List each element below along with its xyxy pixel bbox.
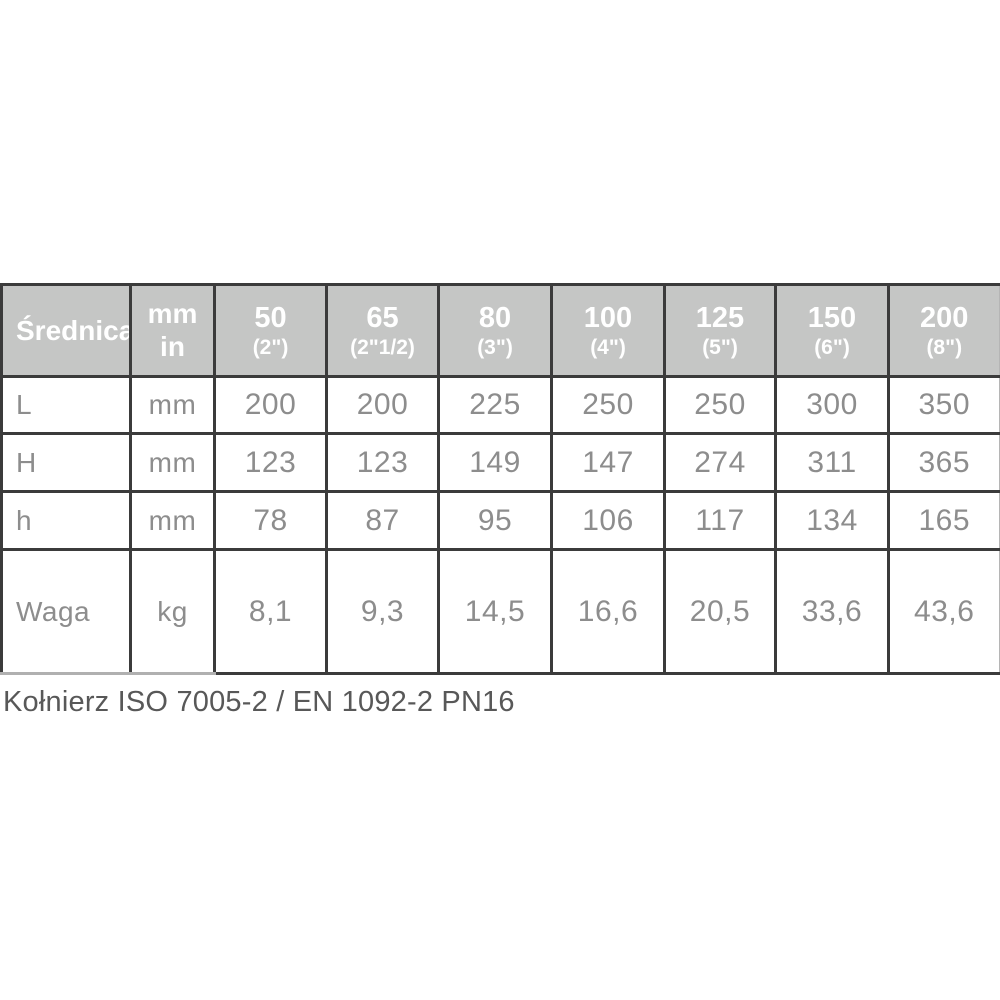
value-cell: 106 (550, 490, 666, 551)
units-header-cell: mm in (129, 283, 216, 378)
value-cell: 16,6 (550, 548, 666, 675)
size-inches-label: (4") (590, 336, 626, 360)
value-cell: 117 (663, 490, 777, 551)
size-inches-label: (5") (702, 336, 738, 360)
column-header-65: 65 (2"1/2) (325, 283, 440, 378)
unit-cell: mm (129, 490, 216, 551)
unit-cell: mm (129, 375, 216, 435)
size-inches-label: (6") (814, 336, 850, 360)
column-header-100: 100 (4") (550, 283, 666, 378)
table-row-h: h mm 78 87 95 106 117 134 165 (0, 490, 1000, 551)
row-label-cell: Waga (0, 548, 132, 675)
unit-mm-label: mm (147, 298, 198, 330)
size-inches-label: (3") (477, 336, 513, 360)
flange-standard-note: Kołnierz ISO 7005-2 / EN 1092-2 PN16 (3, 686, 515, 718)
value-cell: 123 (213, 432, 328, 493)
row-label-cell: L (0, 375, 132, 435)
column-header-150: 150 (6") (774, 283, 890, 378)
value-cell: 250 (550, 375, 666, 435)
table-header-row: Średnica mm in 50 (2") 65 (2"1/2) 80 (0, 283, 1000, 378)
value-cell: 250 (663, 375, 777, 435)
value-cell: 147 (550, 432, 666, 493)
size-inches-label: (8") (926, 336, 963, 360)
column-header-125: 125 (5") (663, 283, 777, 378)
value-cell: 78 (213, 490, 328, 551)
dimensions-table: Średnica mm in 50 (2") 65 (2"1/2) 80 (0, 283, 1000, 675)
column-header-200: 200 (8") (887, 283, 1000, 378)
size-inches-label: (2") (252, 336, 289, 360)
value-cell: 300 (774, 375, 890, 435)
table-row-L: L mm 200 200 225 250 250 300 350 (0, 375, 1000, 435)
value-cell: 9,3 (325, 548, 440, 675)
value-cell: 123 (325, 432, 440, 493)
size-label: 200 (920, 301, 969, 334)
value-cell: 43,6 (887, 548, 1000, 675)
size-label: 65 (366, 301, 399, 334)
size-label: 80 (478, 301, 512, 334)
spec-table-section: Średnica mm in 50 (2") 65 (2"1/2) 80 (0, 283, 1000, 719)
value-cell: 87 (325, 490, 440, 551)
value-cell: 225 (437, 375, 553, 435)
column-header-80: 80 (3") (437, 283, 553, 378)
value-cell: 365 (887, 432, 1000, 493)
value-cell: 200 (325, 375, 440, 435)
size-label: 125 (695, 301, 745, 334)
value-cell: 274 (663, 432, 777, 493)
value-cell: 8,1 (213, 548, 328, 675)
size-inches-label: (2"1/2) (350, 336, 415, 360)
size-label: 50 (254, 301, 287, 334)
unit-cell: kg (129, 548, 216, 675)
unit-cell: mm (129, 432, 216, 493)
table-row-waga: Waga kg 8,1 9,3 14,5 16,6 20,5 33,6 43,6 (0, 548, 1000, 675)
row-label-cell: H (0, 432, 132, 493)
value-cell: 14,5 (437, 548, 553, 675)
column-header-50: 50 (2") (213, 283, 328, 378)
unit-in-label: in (160, 330, 185, 362)
size-label: 100 (583, 301, 633, 334)
value-cell: 134 (774, 490, 890, 551)
value-cell: 311 (774, 432, 890, 493)
row-label-cell: h (0, 490, 132, 551)
value-cell: 95 (437, 490, 553, 551)
value-cell: 200 (213, 375, 328, 435)
size-label: 150 (807, 301, 857, 334)
table-row-H: H mm 123 123 149 147 274 311 365 (0, 432, 1000, 493)
value-cell: 33,6 (774, 548, 890, 675)
value-cell: 350 (887, 375, 1000, 435)
value-cell: 165 (887, 490, 1000, 551)
diameter-header-cell: Średnica (0, 283, 132, 378)
value-cell: 20,5 (663, 548, 777, 675)
value-cell: 149 (437, 432, 553, 493)
